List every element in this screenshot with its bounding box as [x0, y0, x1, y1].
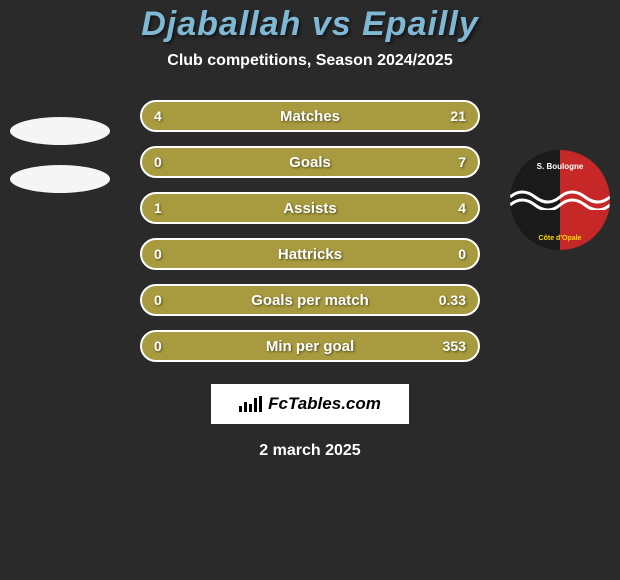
placeholder-ellipse — [10, 165, 110, 193]
stat-row-hattricks: 0 Hattricks 0 — [140, 238, 480, 270]
stat-row-matches: 4 Matches 21 — [140, 100, 480, 132]
stat-left-value: 0 — [154, 292, 162, 308]
comparison-infographic: Djaballah vs Epailly Club competitions, … — [0, 0, 620, 580]
club-badge-boulogne: S. Boulogne Côte d'Opale — [510, 150, 610, 250]
date-text: 2 march 2025 — [259, 442, 360, 460]
stat-left-value: 0 — [154, 338, 162, 354]
stat-row-min-per-goal: 0 Min per goal 353 — [140, 330, 480, 362]
bar-chart-icon — [239, 396, 262, 412]
stat-right-value: 0.33 — [439, 292, 466, 308]
stat-label: Assists — [283, 200, 336, 217]
stat-right-value: 353 — [443, 338, 466, 354]
stat-bars: 4 Matches 21 0 Goals 7 1 Assists 4 0 Hat… — [140, 100, 480, 362]
stat-label: Matches — [280, 108, 340, 125]
stat-row-goals: 0 Goals 7 — [140, 146, 480, 178]
stat-label: Min per goal — [266, 338, 354, 355]
placeholder-ellipse — [10, 117, 110, 145]
stat-row-goals-per-match: 0 Goals per match 0.33 — [140, 284, 480, 316]
stat-right-value: 4 — [458, 200, 466, 216]
stat-right-value: 7 — [458, 154, 466, 170]
stat-label: Goals — [289, 154, 331, 171]
stat-label: Hattricks — [278, 246, 342, 263]
stat-right-value: 21 — [450, 108, 466, 124]
fctables-text: FcTables.com — [268, 394, 381, 414]
fctables-watermark: FcTables.com — [211, 384, 409, 424]
stat-left-value: 0 — [154, 246, 162, 262]
stats-area: S. Boulogne Côte d'Opale 4 Matches 21 0 … — [0, 100, 620, 362]
page-title: Djaballah vs Epailly — [141, 5, 478, 44]
badge-wave-icon — [510, 185, 610, 210]
stat-left-value: 1 — [154, 200, 162, 216]
stat-label: Goals per match — [251, 292, 369, 309]
left-player-badge-area — [10, 105, 110, 205]
stat-right-value: 0 — [458, 246, 466, 262]
page-subtitle: Club competitions, Season 2024/2025 — [167, 52, 452, 70]
stat-row-assists: 1 Assists 4 — [140, 192, 480, 224]
stat-left-value: 4 — [154, 108, 162, 124]
stat-left-value: 0 — [154, 154, 162, 170]
right-player-badge-area: S. Boulogne Côte d'Opale — [510, 150, 610, 250]
badge-text-bottom: Côte d'Opale — [510, 235, 610, 242]
badge-text-top: S. Boulogne — [510, 162, 610, 171]
